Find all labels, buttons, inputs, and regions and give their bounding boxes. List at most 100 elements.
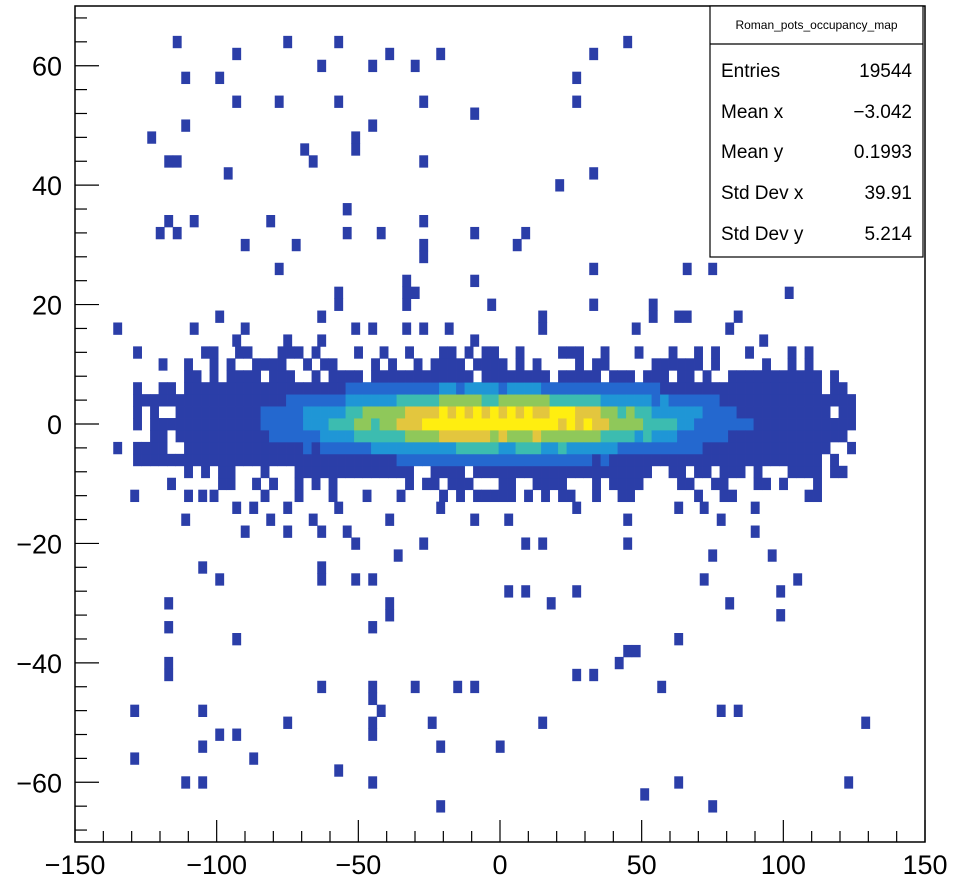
heatmap-cell bbox=[317, 334, 327, 347]
heatmap-cell bbox=[209, 394, 219, 407]
heatmap-cell bbox=[838, 418, 848, 431]
heatmap-cell bbox=[473, 418, 482, 431]
heatmap-cell bbox=[728, 418, 737, 431]
heatmap-cell bbox=[623, 644, 633, 658]
heatmap-cell bbox=[660, 429, 669, 443]
heatmap-cell bbox=[549, 406, 559, 419]
heatmap-cell bbox=[269, 441, 278, 455]
heatmap-cell bbox=[583, 465, 593, 479]
heatmap-cell bbox=[215, 573, 225, 586]
heatmap-cell bbox=[311, 394, 321, 407]
heatmap-cell bbox=[473, 441, 482, 455]
heatmap-cell bbox=[473, 358, 482, 371]
heatmap-cell bbox=[524, 441, 533, 455]
heatmap-cell bbox=[504, 585, 514, 598]
heatmap-cell bbox=[566, 382, 576, 395]
heatmap-cell bbox=[583, 429, 593, 443]
heatmap-cell bbox=[269, 429, 278, 443]
heatmap-cell bbox=[566, 406, 576, 419]
heatmap-cell bbox=[388, 394, 397, 407]
heatmap-cell bbox=[702, 394, 712, 407]
heatmap-cell bbox=[779, 453, 788, 467]
heatmap-cell bbox=[711, 394, 720, 407]
heatmap-cell bbox=[351, 143, 361, 156]
heatmap-cell bbox=[303, 406, 312, 419]
heatmap-cell bbox=[464, 477, 474, 491]
heatmap-cell bbox=[328, 477, 338, 491]
heatmap-cell bbox=[334, 95, 344, 108]
heatmap-cell bbox=[617, 406, 627, 419]
heatmap-cell bbox=[320, 429, 329, 443]
heatmap-cell bbox=[311, 406, 321, 419]
heatmap-cell bbox=[334, 298, 344, 311]
heatmap-cell bbox=[371, 406, 380, 419]
heatmap-cell bbox=[787, 382, 797, 395]
heatmap-cell bbox=[745, 346, 754, 359]
heatmap-cell bbox=[209, 382, 219, 395]
heatmap-cell bbox=[172, 155, 182, 168]
heatmap-cell bbox=[600, 418, 610, 431]
heatmap-cell bbox=[379, 394, 389, 407]
heatmap-cell bbox=[337, 441, 346, 455]
heatmap-cell bbox=[682, 310, 692, 323]
heatmap-cell bbox=[762, 441, 771, 455]
heatmap-cell bbox=[294, 406, 304, 419]
heatmap-cell bbox=[566, 441, 576, 455]
stats-value-stddev-x: 39.91 bbox=[864, 183, 912, 204]
heatmap-cell bbox=[549, 394, 559, 407]
heatmap-cell bbox=[419, 95, 429, 108]
heatmap-cell bbox=[711, 418, 720, 431]
heatmap-cell bbox=[694, 382, 703, 395]
heatmap-cell bbox=[830, 370, 839, 383]
heatmap-cell bbox=[192, 418, 202, 431]
heatmap-cell bbox=[481, 394, 491, 407]
heatmap-cell bbox=[668, 394, 678, 407]
heatmap-cell bbox=[379, 418, 389, 431]
heatmap-cell bbox=[405, 441, 414, 455]
heatmap-cell bbox=[770, 406, 780, 419]
heatmap-cell bbox=[572, 95, 582, 108]
heatmap-cell bbox=[218, 477, 227, 491]
heatmap-cell bbox=[337, 429, 346, 443]
heatmap-cell bbox=[728, 429, 737, 443]
heatmap-cell bbox=[337, 406, 346, 419]
heatmap-cell bbox=[447, 406, 457, 419]
heatmap-cell bbox=[362, 453, 372, 467]
heatmap-cell bbox=[487, 298, 497, 311]
heatmap-cell bbox=[600, 346, 610, 359]
heatmap-cell bbox=[660, 406, 669, 419]
heatmap-cell bbox=[515, 346, 525, 359]
heatmap-cell bbox=[532, 382, 542, 395]
heatmap-cell bbox=[804, 346, 814, 359]
heatmap-cell bbox=[566, 346, 576, 359]
heatmap-cell bbox=[524, 453, 533, 467]
heatmap-cell bbox=[600, 358, 610, 371]
heatmap-cell bbox=[572, 501, 582, 514]
heatmap-cell bbox=[150, 453, 159, 467]
heatmap-cell bbox=[515, 358, 525, 371]
heatmap-cell bbox=[413, 382, 423, 395]
heatmap-cell bbox=[583, 418, 593, 431]
heatmap-cell bbox=[558, 465, 567, 479]
x-tick-label: 0 bbox=[492, 850, 507, 880]
heatmap-cell bbox=[362, 429, 372, 443]
heatmap-cell bbox=[439, 370, 448, 383]
heatmap-cell bbox=[626, 429, 635, 443]
heatmap-cell bbox=[379, 346, 389, 359]
heatmap-cell bbox=[402, 298, 412, 311]
heatmap-cell bbox=[320, 453, 329, 467]
heatmap-cell bbox=[626, 370, 635, 383]
heatmap-cell bbox=[626, 382, 635, 395]
heatmap-cell bbox=[371, 453, 380, 467]
heatmap-cell bbox=[532, 453, 542, 467]
heatmap-cell bbox=[796, 406, 805, 419]
heatmap-cell bbox=[192, 429, 202, 443]
heatmap-cell bbox=[830, 453, 839, 467]
heatmap-cell bbox=[439, 429, 448, 443]
heatmap-cell bbox=[626, 406, 635, 419]
heatmap-cell bbox=[334, 764, 344, 777]
heatmap-cell bbox=[745, 370, 754, 383]
heatmap-cell bbox=[532, 429, 542, 443]
heatmap-cell bbox=[609, 406, 618, 419]
heatmap-cell bbox=[436, 47, 446, 61]
